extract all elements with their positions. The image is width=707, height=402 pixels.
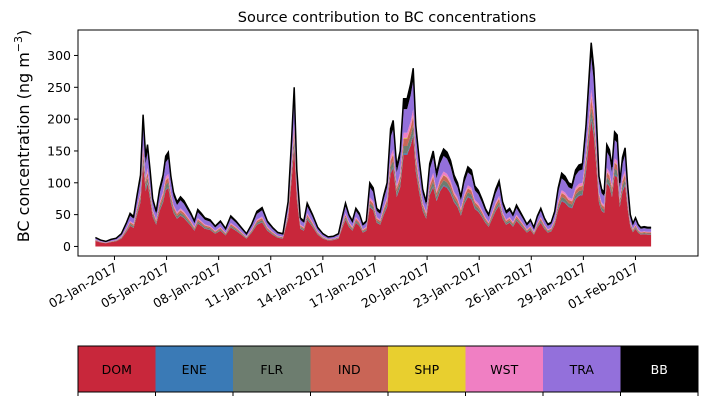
y-tick-label: 200 [47, 112, 71, 127]
legend-label-bb: BB [651, 362, 668, 377]
y-tick-label: 100 [47, 175, 71, 190]
y-tick-label: 0 [63, 239, 71, 254]
legend-label-wst: WST [490, 362, 518, 377]
legend-colorbar: DOM ENE FLR IND SHP WST TRA BB [77, 345, 699, 396]
x-axis: 02-Jan-201705-Jan-201708-Jan-201711-Jan-… [46, 256, 641, 312]
y-axis-label: BC concentration (ng m−3) [12, 30, 33, 243]
plot-frame [77, 29, 699, 257]
legend-swatch-ene [155, 346, 233, 392]
legend-label-flr: FLR [260, 362, 283, 377]
legend-label-tra: TRA [569, 362, 595, 377]
y-tick-label: 250 [47, 80, 71, 95]
legend-label-dom: DOM [102, 362, 132, 377]
y-tick-label: 300 [47, 48, 71, 63]
chart-title: Source contribution to BC concentrations [238, 10, 536, 26]
legend-swatch-wst [465, 346, 543, 392]
legend-label-shp: SHP [414, 362, 439, 377]
legend-swatch-flr [233, 346, 311, 392]
total-line [95, 42, 652, 243]
legend-swatch-dom [78, 346, 156, 392]
legend-frame [77, 345, 699, 393]
plot-area [77, 29, 699, 257]
legend-swatch-bb [620, 346, 698, 392]
legend-swatch-tra [543, 346, 621, 392]
y-axis: 0 50 100 150 200 250 300 [47, 48, 78, 254]
y-tick-label: 50 [55, 207, 71, 222]
legend-label-ene: ENE [182, 362, 207, 377]
legend-label-ind: IND [338, 362, 361, 377]
legend-swatch-shp [388, 346, 466, 392]
y-tick-label: 150 [47, 143, 71, 158]
legend-swatch-ind [310, 346, 388, 392]
area-dom [95, 120, 652, 247]
